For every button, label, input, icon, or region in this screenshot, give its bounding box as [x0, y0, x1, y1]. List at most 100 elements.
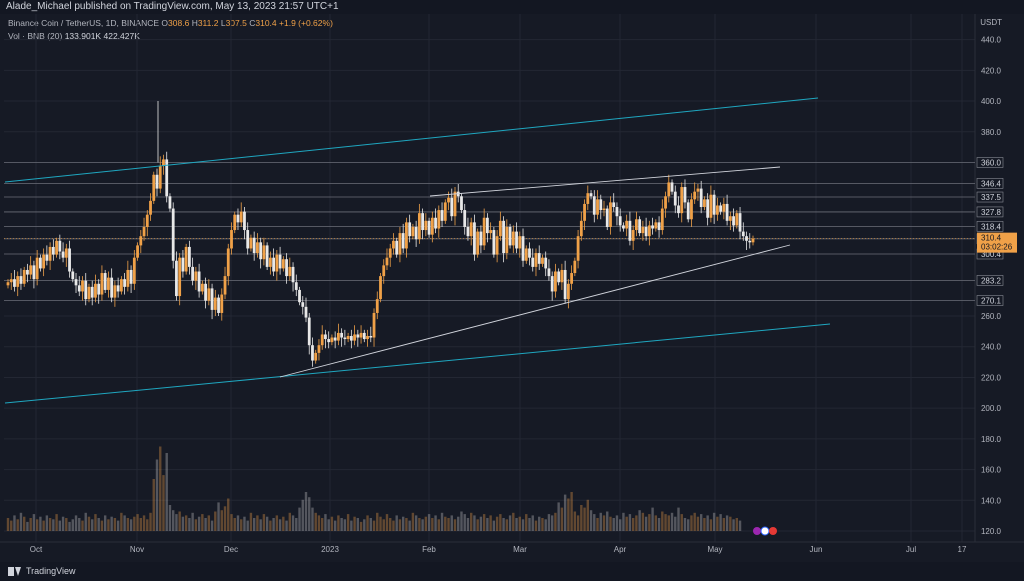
candle-body — [430, 217, 434, 235]
candle-body — [544, 257, 548, 269]
volume-bar — [408, 520, 411, 531]
volume-bar — [641, 512, 645, 531]
volume-bar — [424, 516, 428, 531]
volume-bar — [126, 518, 130, 531]
volume-bar — [512, 512, 515, 531]
volume-bar — [246, 520, 249, 531]
candle-body — [521, 236, 525, 261]
volume-bar — [333, 520, 337, 531]
candle-body — [223, 276, 227, 295]
candle-body — [210, 288, 214, 310]
volume-bar — [609, 516, 612, 531]
x-tick-label: Oct — [30, 545, 43, 554]
volume-bar — [314, 512, 317, 531]
volume-bar — [492, 520, 496, 531]
volume-bar — [476, 519, 479, 531]
volume-bar — [560, 507, 564, 531]
candle-body — [690, 199, 693, 220]
candle-body — [664, 196, 667, 209]
price-level-label: 300.4 — [981, 250, 1002, 259]
volume-bar — [528, 518, 531, 531]
volume-bar — [508, 515, 512, 531]
candle-body — [155, 174, 159, 189]
volume-bar — [363, 519, 366, 531]
volume-bar — [343, 519, 347, 531]
volume-bar — [599, 512, 602, 531]
volume-bar — [431, 518, 434, 531]
candle-body — [35, 257, 39, 280]
candle-body — [570, 273, 574, 284]
candle-body — [647, 225, 651, 237]
candle-body — [728, 216, 732, 221]
close-label: C — [249, 18, 256, 28]
candle-body — [622, 225, 625, 229]
volume-bar — [716, 516, 719, 531]
volume-bar — [171, 510, 175, 531]
y-tick-label: 440.0 — [981, 36, 1002, 45]
close-value: 310.4 — [255, 18, 277, 28]
volume-bar — [282, 516, 285, 531]
candle-body — [735, 213, 739, 226]
candle-body — [401, 233, 405, 249]
volume-bar — [725, 515, 729, 531]
open-label: O — [161, 18, 169, 28]
volume-bar — [317, 515, 321, 531]
candle-body — [304, 306, 308, 318]
candle-body — [9, 279, 13, 283]
candle-body — [97, 283, 101, 295]
x-tick-label: Mar — [513, 545, 527, 554]
volume-bar — [427, 514, 431, 531]
candle-body — [136, 245, 139, 258]
volume-bar — [447, 518, 450, 531]
volume-bar — [550, 515, 554, 531]
volume-legend: Vol · BNB (20) 133.901K 422.427K — [8, 31, 140, 41]
candle-body — [427, 220, 431, 235]
price-chart[interactable]: 120.0 140.0 160.0 180.0 200.0 220.0 240.0 260.0… — [0, 14, 1024, 562]
volume-bar — [638, 510, 641, 531]
volume-bar — [499, 514, 502, 531]
candle-body — [42, 254, 46, 269]
candle-body — [589, 193, 593, 197]
volume-bar — [68, 521, 71, 531]
candle-body — [395, 240, 399, 255]
published-header: Alade_Michael published on TradingView.c… — [0, 0, 1024, 14]
volume-bar — [618, 519, 622, 531]
volume-title[interactable]: Vol · BNB (20) — [8, 31, 63, 41]
volume-bar — [194, 519, 198, 531]
candle-body — [424, 220, 428, 231]
y-tick-label: 200.0 — [981, 404, 1002, 413]
candle-body — [511, 231, 515, 246]
candle-body — [346, 335, 350, 340]
candle-body — [119, 279, 123, 292]
candle-body — [158, 165, 162, 189]
volume-bar — [265, 516, 269, 531]
candle-body — [657, 222, 661, 231]
event-marker-icon — [760, 526, 770, 536]
volume-bar — [220, 510, 223, 531]
volume-bar — [100, 520, 104, 531]
volume-bar — [204, 518, 207, 531]
volume-bar — [107, 519, 110, 531]
candle-body — [55, 240, 58, 255]
candle-body — [58, 240, 62, 252]
candle-body — [712, 194, 716, 215]
candle-body — [703, 199, 706, 208]
tradingview-logo[interactable]: TradingView — [8, 562, 76, 581]
candle-body — [715, 205, 719, 215]
volume-bar — [116, 520, 120, 531]
candle-body — [392, 240, 395, 249]
candle-body — [291, 266, 295, 283]
candle-body — [434, 217, 437, 229]
x-tick-label: 2023 — [321, 545, 339, 554]
volume-bar — [65, 518, 68, 531]
symbol-title[interactable]: Binance Coin / TetherUS, 1D, BINANCE — [8, 18, 160, 28]
candle-body — [165, 159, 169, 197]
candle-body — [327, 339, 331, 343]
candle-body — [573, 260, 577, 274]
volume-bar — [505, 519, 509, 531]
candle-body — [26, 269, 29, 275]
x-tick-label: Dec — [224, 545, 238, 554]
candle-body — [142, 226, 146, 237]
candle-body — [48, 246, 52, 261]
brand-text: TradingView — [26, 566, 76, 576]
